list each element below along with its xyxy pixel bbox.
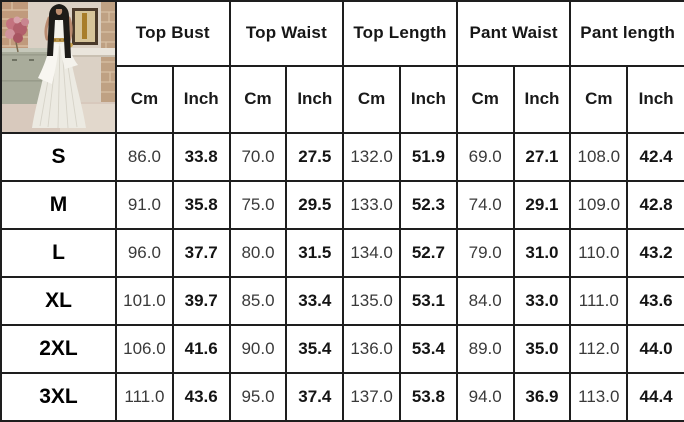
cm-value-cell: 110.0 <box>569 228 629 278</box>
cm-value-cell: 86.0 <box>115 132 174 182</box>
inch-value-cell: 35.8 <box>171 180 231 230</box>
cm-value-cell: 89.0 <box>455 324 515 374</box>
inch-value-cell: 33.0 <box>512 276 572 326</box>
unit-header-inch: Inch <box>626 64 684 135</box>
cm-value-cell: 111.0 <box>115 372 174 422</box>
inch-value-cell: 35.0 <box>512 324 572 374</box>
product-photo-cell <box>0 0 117 134</box>
inch-value-cell: 39.7 <box>171 276 231 326</box>
cm-value-cell: 91.0 <box>115 180 174 230</box>
size-row-s: S 86.0 33.8 70.0 27.5 132.0 51.9 69.0 27.1 108.0 4… <box>0 132 684 182</box>
column-group-top-waist: Top Waist <box>228 0 345 67</box>
cm-value-cell: 134.0 <box>342 228 401 278</box>
size-label: 3XL <box>0 372 117 422</box>
column-group-pant-waist: Pant Waist <box>455 0 572 67</box>
cm-value-cell: 136.0 <box>342 324 401 374</box>
cm-value-cell: 106.0 <box>115 324 174 374</box>
cm-value-cell: 112.0 <box>569 324 629 374</box>
inch-value-cell: 31.5 <box>285 228 345 278</box>
size-label: XL <box>0 276 117 326</box>
unit-header-cm: Cm <box>342 64 401 135</box>
size-row-2xl: 2XL 106.0 41.6 90.0 35.4 136.0 53.4 89.0 35.0 112… <box>0 324 684 374</box>
size-row-xl: XL 101.0 39.7 85.0 33.4 135.0 53.1 84.0 33.0 111.… <box>0 276 684 326</box>
cm-value-cell: 74.0 <box>455 180 515 230</box>
cm-value-cell: 69.0 <box>455 132 515 182</box>
inch-value-cell: 29.5 <box>285 180 345 230</box>
cm-value-cell: 108.0 <box>569 132 629 182</box>
unit-header-row: Cm Inch Cm Inch Cm Inch Cm Inch Cm Inch <box>1 64 684 135</box>
inch-value-cell: 42.4 <box>626 132 684 182</box>
size-row-m: M 91.0 35.8 75.0 29.5 133.0 52.3 74.0 29.1 109.0 4… <box>0 180 684 230</box>
column-group-top-length: Top Length <box>342 0 458 67</box>
cm-value-cell: 101.0 <box>115 276 174 326</box>
cm-value-cell: 75.0 <box>228 180 288 230</box>
size-label: S <box>0 132 117 182</box>
inch-value-cell: 41.6 <box>171 324 231 374</box>
cm-value-cell: 109.0 <box>569 180 629 230</box>
size-row-l: L 96.0 37.7 80.0 31.5 134.0 52.7 79.0 31.0 110.0 4… <box>0 228 684 278</box>
cm-value-cell: 111.0 <box>569 276 629 326</box>
size-label: 2XL <box>0 324 117 374</box>
inch-value-cell: 51.9 <box>398 132 458 182</box>
product-photo <box>3 3 114 131</box>
inch-value-cell: 44.0 <box>626 324 684 374</box>
cm-value-cell: 79.0 <box>455 228 515 278</box>
cm-value-cell: 84.0 <box>455 276 515 326</box>
size-label: L <box>0 228 117 278</box>
inch-value-cell: 53.1 <box>398 276 458 326</box>
inch-value-cell: 37.4 <box>285 372 345 422</box>
column-group-top-bust: Top Bust <box>115 0 231 67</box>
inch-value-cell: 53.4 <box>398 324 458 374</box>
column-group-pant-length: Pant length <box>569 0 684 67</box>
cm-value-cell: 94.0 <box>455 372 515 422</box>
cm-value-cell: 96.0 <box>115 228 174 278</box>
unit-header-inch: Inch <box>285 64 345 135</box>
inch-value-cell: 43.6 <box>626 276 684 326</box>
cm-value-cell: 135.0 <box>342 276 401 326</box>
cm-value-cell: 133.0 <box>342 180 401 230</box>
size-label: M <box>0 180 117 230</box>
cm-value-cell: 113.0 <box>569 372 629 422</box>
cm-value-cell: 95.0 <box>228 372 288 422</box>
inch-value-cell: 37.7 <box>171 228 231 278</box>
size-row-3xl: 3XL 111.0 43.6 95.0 37.4 137.0 53.8 94.0 36.9 113… <box>0 372 684 422</box>
cm-value-cell: 137.0 <box>342 372 401 422</box>
unit-header-cm: Cm <box>115 64 174 135</box>
cm-value-cell: 90.0 <box>228 324 288 374</box>
cm-value-cell: 85.0 <box>228 276 288 326</box>
cm-value-cell: 80.0 <box>228 228 288 278</box>
unit-header-inch: Inch <box>171 64 231 135</box>
inch-value-cell: 33.8 <box>171 132 231 182</box>
inch-value-cell: 31.0 <box>512 228 572 278</box>
inch-value-cell: 27.1 <box>512 132 572 182</box>
unit-header-inch: Inch <box>512 64 572 135</box>
cm-value-cell: 132.0 <box>342 132 401 182</box>
inch-value-cell: 29.1 <box>512 180 572 230</box>
inch-value-cell: 44.4 <box>626 372 684 422</box>
unit-header-cm: Cm <box>228 64 288 135</box>
inch-value-cell: 52.3 <box>398 180 458 230</box>
inch-value-cell: 33.4 <box>285 276 345 326</box>
cm-value-cell: 70.0 <box>228 132 288 182</box>
inch-value-cell: 42.8 <box>626 180 684 230</box>
unit-header-cm: Cm <box>455 64 515 135</box>
unit-header-cm: Cm <box>569 64 629 135</box>
inch-value-cell: 52.7 <box>398 228 458 278</box>
inch-value-cell: 27.5 <box>285 132 345 182</box>
inch-value-cell: 43.2 <box>626 228 684 278</box>
inch-value-cell: 36.9 <box>512 372 572 422</box>
size-chart-body: S 86.0 33.8 70.0 27.5 132.0 51.9 69.0 27.1 108.0 4… <box>0 132 684 422</box>
inch-value-cell: 35.4 <box>285 324 345 374</box>
unit-header-inch: Inch <box>398 64 458 135</box>
group-header-row: Top Bust Top Waist Top Length Pant Waist… <box>0 0 684 134</box>
inch-value-cell: 43.6 <box>171 372 231 422</box>
inch-value-cell: 53.8 <box>398 372 458 422</box>
